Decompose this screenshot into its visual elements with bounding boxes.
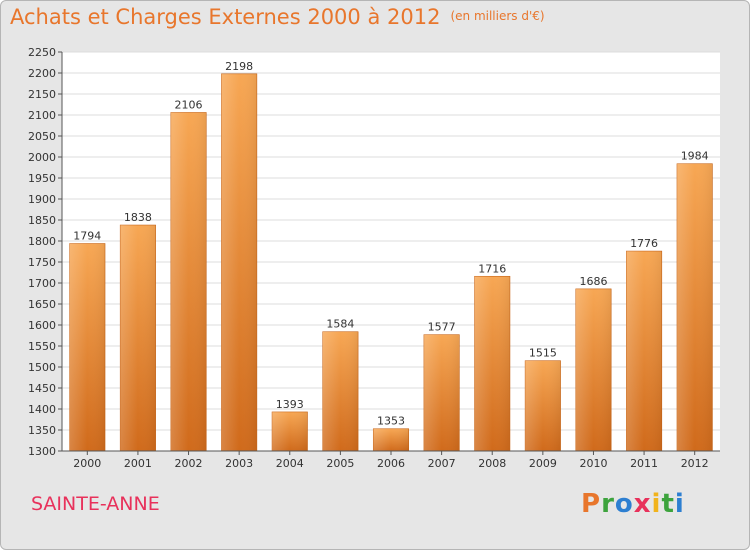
y-tick-label: 2150 [28,88,56,101]
y-tick-label: 1700 [28,277,56,290]
y-tick-label: 1850 [28,214,56,227]
plot-area [62,52,720,451]
data-label-2004: 1393 [276,398,304,411]
y-tick-label: 1300 [28,445,56,458]
x-tick-label-2006: 2006 [377,457,405,470]
data-label-2002: 2106 [175,98,203,111]
commune-name: SAINTE-ANNE [31,493,160,515]
bar-shine-2009 [525,360,561,451]
logo-letter: t [661,489,675,519]
bar-shine-2010 [575,288,612,451]
x-tick-label-2009: 2009 [529,457,557,470]
bar-shine-2001 [120,225,156,451]
bar-shine-2007 [423,334,460,451]
x-tick-label-2004: 2004 [276,457,304,470]
logo-letter: x [633,489,652,519]
proxiti-logo: Proxiti [581,489,685,519]
y-tick-label: 2050 [28,130,56,143]
y-tick-label: 1900 [28,193,56,206]
y-tick-label: 2250 [28,46,56,59]
bar-shine-2008 [474,276,510,451]
bar-shine-2000 [69,243,106,451]
y-tick-label: 1500 [28,361,56,374]
data-label-2011: 1776 [630,237,658,250]
x-tick-label-2012: 2012 [681,457,709,470]
bar-shine-2002 [170,112,207,451]
chart-title-text: Achats et Charges Externes 2000 à 2012 [10,5,441,29]
y-tick-label: 1600 [28,319,56,332]
x-tick-label-2008: 2008 [478,457,506,470]
x-tick-label-2007: 2007 [428,457,456,470]
bar-shine-2011 [626,251,662,451]
x-tick-label-2003: 2003 [225,457,253,470]
data-label-2010: 1686 [579,275,607,288]
data-label-2001: 1838 [124,211,152,224]
logo-letter: i [674,489,685,519]
y-tick-label: 1400 [28,403,56,416]
data-label-2006: 1353 [377,415,405,428]
bar-shine-2006 [373,428,409,451]
chart-title: Achats et Charges Externes 2000 à 2012 (e… [10,5,545,29]
data-label-2012: 1984 [681,150,709,163]
bar-shine-2004 [272,411,308,451]
data-label-2007: 1577 [428,321,456,334]
x-tick-label-2005: 2005 [326,457,354,470]
data-label-2005: 1584 [326,318,354,331]
x-tick-label-2001: 2001 [124,457,152,470]
y-tick-label: 1750 [28,256,56,269]
logo-letter: o [614,489,634,519]
x-tick-label-2010: 2010 [579,457,607,470]
data-label-2000: 1794 [73,230,101,243]
y-tick-label: 1550 [28,340,56,353]
bar-shine-2012 [676,163,713,451]
y-tick-label: 1950 [28,172,56,185]
y-tick-label: 1450 [28,382,56,395]
x-tick-label-2002: 2002 [175,457,203,470]
logo-letter: r [601,489,615,519]
y-tick-label: 2000 [28,151,56,164]
bar-shine-2003 [221,73,257,451]
chart-unit: (en milliers d'€) [450,9,545,23]
y-tick-label: 1350 [28,424,56,437]
x-tick-label-2011: 2011 [630,457,658,470]
y-tick-label: 1650 [28,298,56,311]
y-tick-label: 1800 [28,235,56,248]
logo-letter: P [581,489,602,519]
data-label-2003: 2198 [225,60,253,73]
data-label-2008: 1716 [478,262,506,275]
bar-shine-2005 [322,331,359,451]
x-tick-label-2000: 2000 [73,457,101,470]
y-tick-label: 2200 [28,67,56,80]
data-label-2009: 1515 [529,347,557,360]
logo-letter: i [651,489,662,519]
y-tick-label: 2100 [28,109,56,122]
